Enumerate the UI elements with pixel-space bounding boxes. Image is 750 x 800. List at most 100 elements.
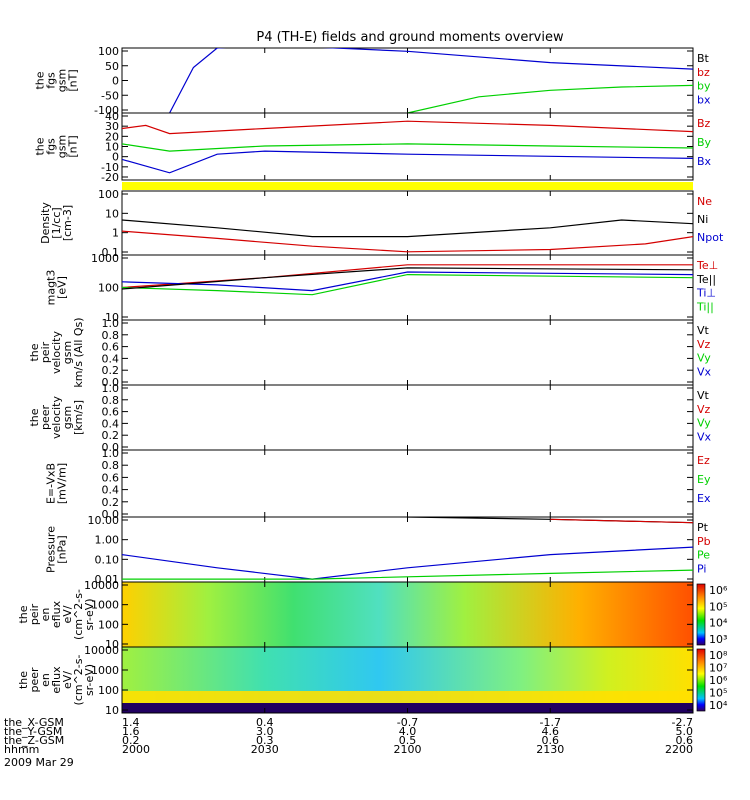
y-axis-label: E=-VxB[mV/m] [45,463,69,504]
y-tick-label: 10 [105,638,119,651]
y-tick-label: 0.2 [102,496,120,509]
colorbar-tick: 10⁷ [709,662,727,675]
ephemeris-value: -2.7 [672,716,693,729]
y-tick-label: 0.6 [102,406,120,419]
legend-Vz: Vz [697,403,711,416]
y-tick-label: 0.4 [102,352,120,365]
y-tick-label: 100 [98,282,119,295]
ephemeris-value: 1.4 [122,716,140,729]
legend-Ez: Ez [697,454,710,467]
legend-Bx: Bx [697,155,712,168]
y-tick-label: 0.6 [102,471,120,484]
legend-Vx: Vx [697,430,712,443]
date-label: 2009 Mar 29 [4,756,74,769]
legend-Vy: Vy [697,352,711,365]
ephemeris-value: 0.2 [122,734,140,747]
y-tick-label: 0.01 [95,573,120,586]
y-tick-label: 0 [112,75,119,88]
y-axis-label: thefgsgsm[nT] [34,135,80,158]
colorbar-tick: 10⁸ [709,649,728,662]
panel-temperature: 1000 100 10 magt3[eV] Te⊥Te||Ti⊥Ti|| [45,252,719,324]
colorbar-tick: 10⁶ [709,584,728,597]
y-tick-label: 10000 [84,644,119,657]
ephemeris-value: 2100 [394,743,422,756]
legend-Pi: Pi [697,562,706,575]
legend-Ni: Ni [697,213,708,226]
colorbar-tick: 10⁴ [709,699,728,712]
y-tick-label: 100 [98,45,119,58]
colorbar-rect [696,648,706,712]
panel-frame [121,47,694,114]
series-Bx [122,150,693,174]
panel-density: 100 10 1 0.1 Density[1/cc][cm-3] Ne Ni Npot [39,188,724,259]
legend-Vy: Vy [697,417,711,430]
series-By [122,143,693,152]
legend-Pt: Pt [697,521,709,534]
y-tick-label: 1000 [91,599,119,612]
legend-Pe: Pe [697,549,710,562]
legend-Ti||: Ti|| [696,300,714,313]
y-axis-label: magt3[eV] [45,270,69,306]
y-tick-label: 1000 [91,664,119,677]
y-tick-label: 0.8 [102,394,120,407]
y-tick-label: 0.2 [102,429,120,442]
legend-Te||: Te|| [696,273,716,286]
colorbar-rect [696,583,706,646]
y-tick-label: 1.0 [102,382,120,395]
ephemeris-value: 0.6 [542,734,560,747]
legend-Te⊥: Te⊥ [696,259,718,272]
legend-bz: bz [697,66,710,79]
y-tick-label: 100 [98,618,119,631]
y-tick-label: 100 [98,188,119,201]
ephemeris-value: 3.0 [256,725,274,738]
y-tick-label: 10 [105,207,119,220]
legend-Bt: Bt [697,52,710,65]
legend-By: By [697,136,712,149]
series-bx [169,48,693,113]
panel-peer_velocity: 1.00.80.60.40.20.0 thepeervelocitygsm[km/… [28,382,712,454]
y-tick-label: 0.8 [102,459,120,472]
legend-Vt: Vt [697,389,710,402]
ephemeris-label: the_X-GSM [4,716,64,729]
legend-Npot: Npot [697,231,724,244]
panel-frame [121,449,694,518]
series-Pe [122,569,693,580]
y-tick-label: 10 [105,141,119,154]
colorbar-tick: 10⁶ [709,674,728,687]
panel-frame [121,190,694,256]
y-tick-label: 0.0 [102,508,120,521]
ephemeris-value: 1.6 [122,725,140,738]
y-tick-label: 50 [105,60,119,73]
y-tick-label: -50 [101,89,119,102]
series-Pb [550,518,693,524]
y-tick-label: 0.10 [95,553,120,566]
y-tick-label: 0 [112,151,119,164]
ephemeris-value: 0.5 [399,734,417,747]
legend-Bz: Bz [697,117,711,130]
panel-peir_spec: 10⁶ 10⁵ 10⁴ 10³ 10000 1000 100 10 thepeireneflux… [17,579,728,651]
ephemeris-value: 2030 [251,743,279,756]
y-tick-label: 1.0 [102,317,120,330]
yellow-flag-bar [122,182,693,190]
y-axis-label: thefgsgsm[nT] [34,69,80,92]
series-Ne [122,230,693,253]
y-tick-label: -20 [101,171,119,184]
ephemeris-value: 0.4 [256,716,274,729]
y-axis-label: thepeerenefluxeV/(cm^2-s-sr-eV) [17,655,96,706]
y-tick-label: 1.00 [95,534,120,547]
colorbar-tick: 10³ [709,633,727,646]
legend-bx: bx [697,93,711,106]
series-Ti|| [122,273,693,296]
ephemeris-value: 2200 [665,743,693,756]
y-tick-label: 100 [98,684,119,697]
y-tick-label: 40 [105,110,119,123]
colorbar-tick: 10⁵ [709,600,727,613]
ephemeris-value: 4.0 [399,725,417,738]
y-tick-label: 0.1 [102,246,120,259]
y-tick-label: 20 [105,130,119,143]
